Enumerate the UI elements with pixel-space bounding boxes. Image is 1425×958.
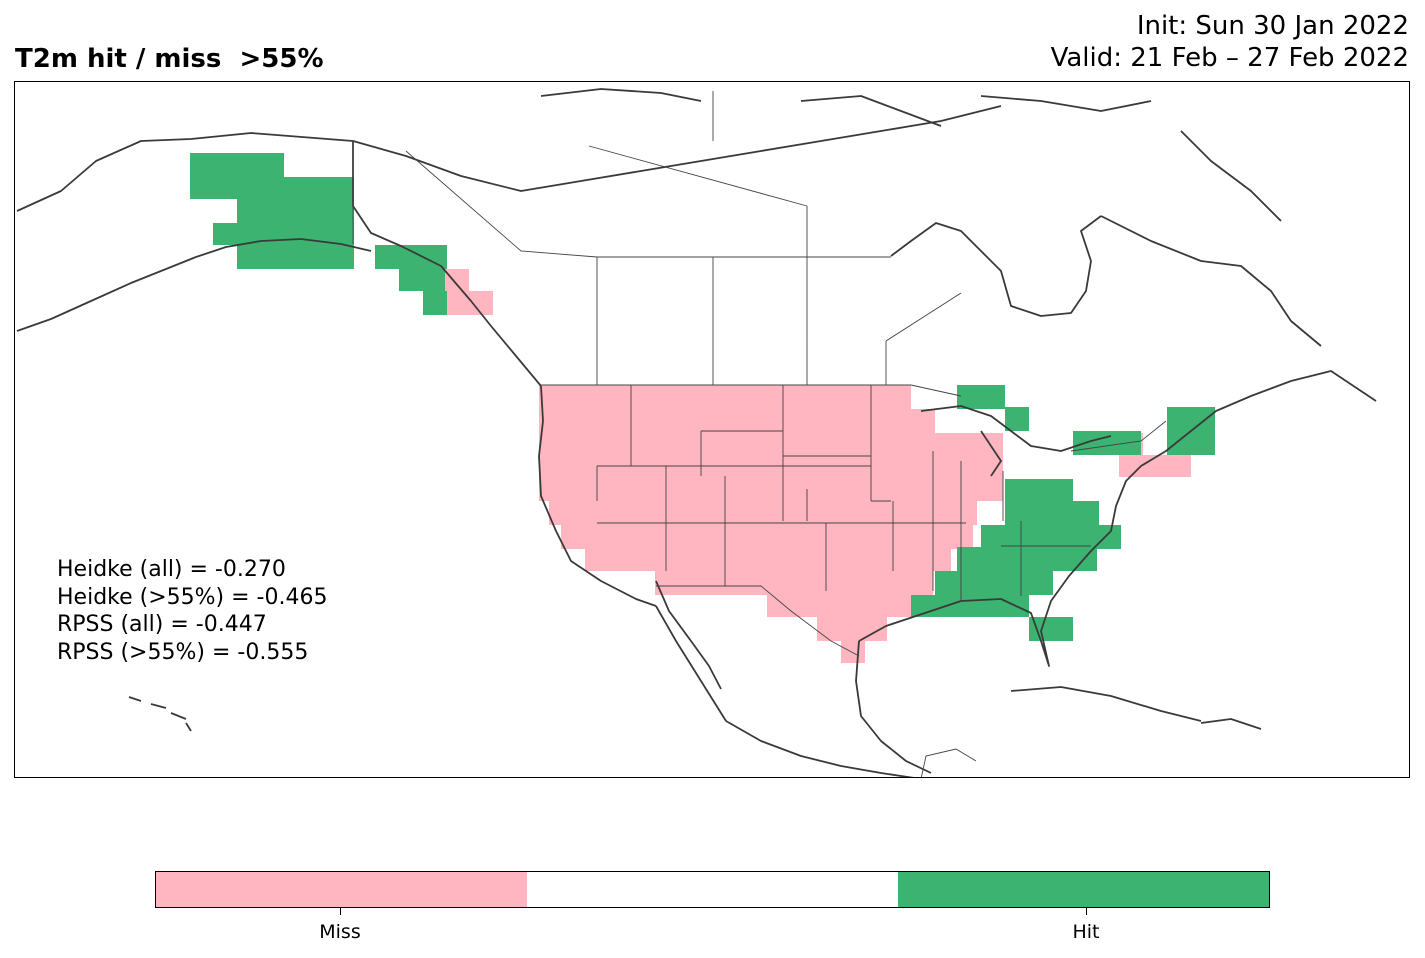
labrador-coast xyxy=(1100,215,1322,347)
colorbar xyxy=(155,871,1270,908)
atlantic-northeast-coast xyxy=(1140,370,1377,467)
cuba xyxy=(1010,686,1202,722)
miss-cell xyxy=(817,617,887,641)
hit-cells xyxy=(190,153,1215,641)
hit-cell-alaska xyxy=(237,245,354,269)
canadian-provinces xyxy=(405,91,962,385)
gulf-coast xyxy=(855,465,1142,774)
hit-cell-southeast xyxy=(911,595,1029,617)
central-america xyxy=(920,748,977,777)
colorbar-label-hit: Hit xyxy=(1072,921,1100,943)
heidke-55: Heidke (>55%) = -0.465 xyxy=(57,584,328,610)
miss-cell xyxy=(549,501,977,525)
hit-cell-florida xyxy=(1029,617,1073,641)
hit-cell-panhandle xyxy=(375,245,447,269)
miss-cell-northeast xyxy=(1143,455,1191,477)
hudson-bay xyxy=(890,215,1102,317)
pacific-coast-us xyxy=(538,385,657,607)
miss-cell xyxy=(935,433,1003,501)
hit-cell-southeast xyxy=(1005,479,1073,501)
hit-cell-southeast xyxy=(981,525,1121,549)
hit-cell-southeast xyxy=(957,547,1097,571)
colorbar-hit-segment xyxy=(898,872,1269,907)
hawaii xyxy=(128,696,192,732)
arctic-coast xyxy=(352,105,1002,192)
hit-cell-alaska xyxy=(190,153,284,177)
miss-cells xyxy=(445,269,1191,663)
skill-scores: Heidke (all) = -0.270 Heidke (>55%) = -0… xyxy=(57,556,327,666)
map-title: T2m hit / miss >55% xyxy=(15,44,324,74)
hit-cell-alaska xyxy=(237,199,354,223)
hispaniola xyxy=(1200,718,1262,730)
hit-cell-southeast xyxy=(935,571,1053,595)
hit-cell-great-lakes xyxy=(957,385,1005,409)
hit-cell-panhandle xyxy=(399,269,445,291)
great-lakes xyxy=(920,405,1112,477)
miss-cell xyxy=(561,525,973,549)
hit-cell-panhandle xyxy=(423,291,447,315)
rpss-all: RPSS (all) = -0.447 xyxy=(57,612,267,637)
miss-cell xyxy=(767,595,911,617)
miss-cell xyxy=(655,571,933,595)
rpss-55: RPSS (>55%) = -0.555 xyxy=(57,639,309,665)
baja-peninsula xyxy=(655,580,727,722)
mexico-pacific-coast xyxy=(725,720,914,777)
us-states xyxy=(596,385,1091,601)
colorbar-neutral-segment xyxy=(527,872,898,907)
colorbar-tick-miss xyxy=(340,908,341,915)
colorbar-tick-hit xyxy=(1086,908,1087,915)
map-panel xyxy=(14,81,1410,778)
valid-period: Valid: 21 Feb – 27 Feb 2022 xyxy=(1050,43,1409,73)
date-info: Init: Sun 30 Jan 2022 Valid: 21 Feb – 27… xyxy=(1051,10,1409,74)
arctic-islands xyxy=(540,88,1282,222)
init-date: Init: Sun 30 Jan 2022 xyxy=(1136,11,1409,41)
borders xyxy=(352,91,1167,777)
heidke-all: Heidke (all) = -0.270 xyxy=(57,557,286,582)
map-svg xyxy=(16,88,1377,777)
canada-us-border xyxy=(541,384,1167,452)
hit-cell-southeast xyxy=(1005,501,1099,525)
miss-cell xyxy=(841,641,865,663)
colorbar-label-miss: Miss xyxy=(319,921,361,943)
hit-cell-great-lakes xyxy=(1005,407,1029,431)
alaska-southwest-coast xyxy=(16,238,372,332)
miss-cell xyxy=(585,549,951,571)
us-mexico-border xyxy=(656,585,860,657)
hit-cell-alaska xyxy=(213,223,354,245)
hit-cell-alaska xyxy=(190,177,354,199)
miss-cell xyxy=(911,409,935,501)
colorbar-miss-segment xyxy=(156,872,527,907)
